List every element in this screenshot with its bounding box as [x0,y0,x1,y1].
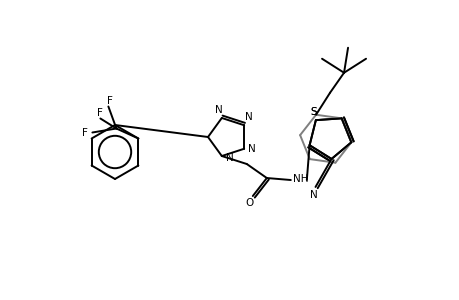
Text: F: F [107,95,113,106]
Text: N: N [245,112,252,122]
Text: O: O [245,198,253,208]
Text: N: N [214,105,222,115]
Text: N: N [225,153,233,163]
Text: S: S [310,107,317,117]
Text: S: S [310,107,317,117]
Text: F: F [97,107,103,118]
Text: N: N [309,190,317,200]
Text: F: F [82,128,88,137]
Text: NH: NH [292,174,308,184]
Text: N: N [248,144,256,154]
